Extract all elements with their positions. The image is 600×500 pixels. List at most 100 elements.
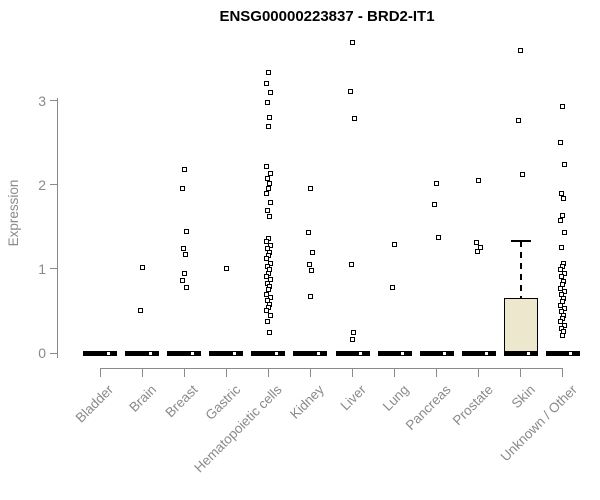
data-point — [263, 307, 269, 313]
data-point-zero — [484, 350, 490, 356]
data-point — [352, 115, 358, 121]
data-point — [520, 172, 526, 178]
data-point — [559, 190, 565, 196]
x-axis-category-label: Prostate — [449, 382, 496, 429]
y-axis-tick-label: 1 — [38, 260, 46, 277]
y-axis-tick — [50, 100, 57, 102]
data-point — [562, 162, 568, 168]
x-axis-category-label: Lung — [379, 382, 412, 414]
y-axis-tick — [50, 184, 57, 186]
data-point — [307, 294, 313, 300]
data-point — [181, 167, 187, 173]
data-point — [263, 163, 269, 169]
data-point — [349, 262, 355, 268]
data-point — [350, 337, 356, 343]
data-point — [558, 140, 564, 146]
data-point — [558, 285, 564, 291]
data-point — [179, 185, 185, 191]
x-axis-category-label: Breast — [162, 382, 201, 421]
data-point — [267, 294, 273, 300]
x-axis-tick — [394, 368, 396, 377]
data-point — [478, 244, 484, 250]
median-bar — [335, 350, 370, 356]
x-axis-tick — [352, 368, 354, 377]
median-bar — [83, 350, 117, 356]
data-point — [559, 273, 565, 279]
x-axis-tick — [225, 368, 227, 377]
data-point — [309, 249, 315, 255]
data-point-zero — [231, 350, 237, 356]
data-point — [264, 99, 270, 105]
data-point-zero — [526, 350, 532, 356]
data-point — [266, 180, 272, 186]
data-point — [474, 240, 480, 246]
data-point — [305, 230, 311, 236]
x-axis-tick — [520, 368, 522, 377]
data-point — [559, 244, 565, 250]
x-axis-tick — [183, 368, 185, 377]
data-point-zero — [147, 350, 153, 356]
chart-title: ENSG00000223837 - BRD2-IT1 — [219, 8, 435, 25]
data-point — [516, 118, 522, 124]
data-point — [267, 312, 273, 318]
median-bar — [545, 350, 580, 356]
x-axis-tick — [99, 368, 101, 377]
y-axis-tick — [50, 352, 57, 354]
upper-whisker — [519, 241, 522, 299]
x-axis-category-label: Bladder — [73, 382, 117, 426]
data-point — [307, 185, 313, 191]
data-point — [264, 175, 270, 181]
data-point — [267, 260, 273, 266]
median-bar — [419, 350, 454, 356]
median-bar — [461, 350, 496, 356]
data-point — [267, 170, 273, 176]
x-axis-category-label: Kidney — [287, 382, 328, 422]
data-point — [263, 190, 269, 196]
data-point — [560, 104, 566, 110]
data-point — [476, 178, 482, 184]
data-point — [558, 319, 564, 325]
data-point — [562, 289, 568, 295]
y-axis-tick-label: 0 — [38, 345, 46, 361]
data-point — [518, 47, 524, 53]
data-point — [180, 246, 186, 252]
data-point — [267, 199, 273, 205]
data-point — [263, 273, 269, 279]
y-axis-tick — [50, 268, 57, 270]
data-point — [562, 305, 568, 311]
data-point — [263, 291, 269, 297]
x-axis-tick — [436, 368, 438, 377]
data-point-zero — [358, 350, 364, 356]
data-point — [308, 268, 314, 274]
x-axis-tick — [478, 368, 480, 377]
x-axis-tick — [267, 368, 269, 377]
x-axis-category-label: Gastric — [202, 382, 243, 423]
x-axis-category-label: Brain — [125, 382, 159, 415]
median-bar — [167, 350, 202, 356]
data-point — [266, 214, 272, 220]
data-point — [137, 308, 143, 314]
data-point — [263, 256, 269, 262]
x-axis-category-label: Unknown / Other — [497, 382, 580, 465]
data-point — [436, 235, 442, 241]
data-point — [139, 264, 145, 270]
x-axis-category-label: Skin — [508, 382, 538, 412]
median-bar — [209, 350, 244, 356]
median-bar — [293, 350, 328, 356]
y-axis-tick-label: 3 — [38, 92, 46, 109]
data-point — [558, 302, 564, 308]
data-point — [475, 248, 481, 254]
data-point — [181, 270, 187, 276]
data-point — [390, 284, 396, 290]
x-axis-tick — [309, 368, 311, 377]
data-point — [562, 322, 568, 328]
y-axis-tick-label: 2 — [38, 176, 46, 193]
data-point — [183, 229, 189, 235]
data-point — [560, 332, 566, 338]
data-point — [265, 124, 271, 130]
data-point-zero — [273, 350, 279, 356]
data-point — [263, 239, 269, 245]
data-point — [179, 278, 185, 284]
data-point — [306, 262, 312, 268]
